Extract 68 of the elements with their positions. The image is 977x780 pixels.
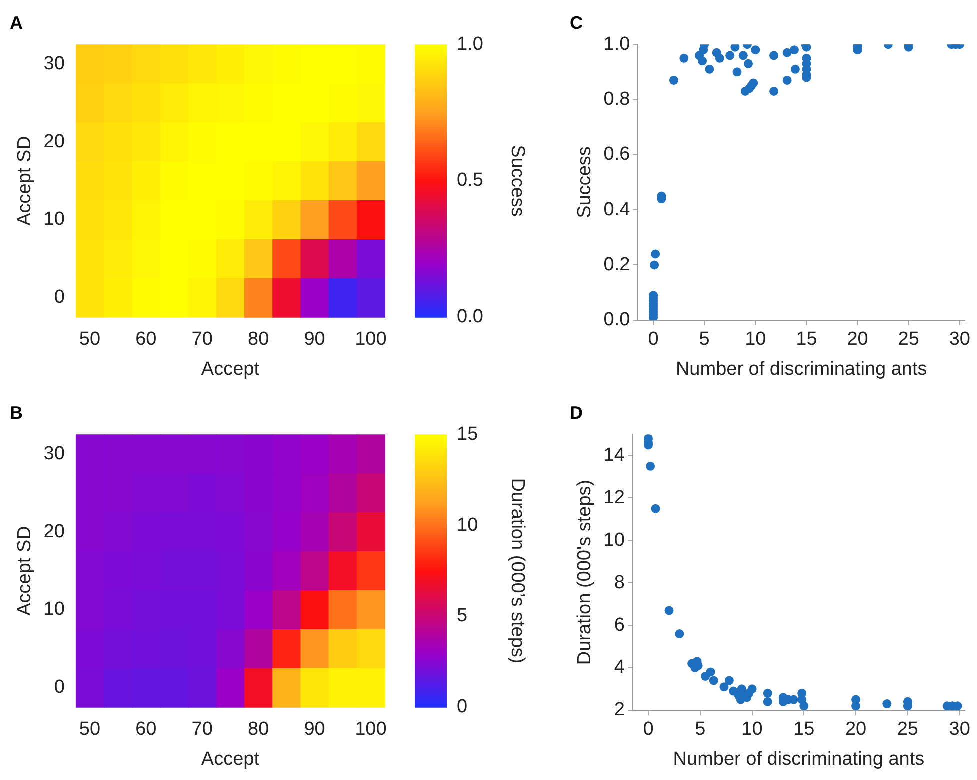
x-axis-title: Number of discriminating ants: [676, 358, 928, 380]
y-tick-label: 0: [54, 287, 65, 308]
y-tick-label: 10: [44, 599, 65, 620]
x-tick-label: 70: [192, 329, 213, 350]
x-tick-label: 100: [355, 329, 387, 350]
y-tick-label: 0.6: [604, 144, 630, 166]
y-axis-title: Success: [574, 146, 596, 218]
y-tick-label: 12: [604, 487, 625, 508]
y-tick-label: 10: [44, 209, 65, 230]
y-axis-title: Accept SD: [14, 136, 36, 226]
color-bar-title: Success: [506, 145, 528, 217]
y-tick-label: 4: [614, 657, 626, 678]
color-bar-label: 10: [457, 514, 478, 536]
y-tick-label: 8: [614, 572, 625, 594]
x-axis-title: Number of discriminating ants: [673, 748, 925, 770]
x-tick-label: 0: [643, 719, 654, 740]
y-tick-label: 0.2: [604, 254, 630, 276]
y-tick-label: 2: [614, 700, 625, 721]
y-tick-label: 0.4: [604, 199, 631, 220]
x-tick-label: 80: [248, 719, 270, 740]
x-tick-label: 80: [248, 329, 270, 350]
y-tick-label: 30: [44, 53, 65, 74]
x-tick-label: 20: [845, 719, 867, 740]
x-tick-label: 90: [304, 329, 326, 350]
x-tick-label: 10: [745, 329, 766, 350]
y-axis-title: Accept SD: [14, 526, 36, 616]
x-tick-label: 15: [796, 329, 818, 350]
y-tick-label: 10: [604, 530, 625, 551]
x-tick-label: 30: [949, 719, 970, 740]
x-axis-title: Accept: [201, 358, 260, 380]
y-tick-label: 30: [44, 443, 65, 464]
chart-title: A: [10, 12, 23, 33]
color-bar-label: 0.0: [457, 306, 484, 328]
x-tick-label: 30: [949, 329, 970, 350]
x-tick-label: 60: [136, 719, 157, 740]
chart-title: D: [570, 402, 583, 423]
y-tick-label: 1.0: [604, 34, 630, 55]
y-tick-label: 20: [44, 131, 65, 152]
x-tick-label: 20: [847, 329, 868, 350]
x-tick-label: 70: [192, 719, 213, 740]
x-tick-label: 10: [742, 719, 763, 740]
x-tick-label: 100: [355, 719, 387, 740]
x-tick-label: 60: [136, 329, 157, 350]
color-bar-label: 0: [457, 696, 468, 718]
color-bar-label: 0.5: [457, 170, 484, 192]
x-tick-label: 0: [648, 329, 659, 350]
y-tick-label: 14: [604, 445, 626, 466]
x-tick-label: 90: [304, 719, 326, 740]
x-tick-label: 25: [897, 719, 918, 740]
y-tick-label: 6: [614, 614, 625, 636]
x-axis-title: Accept: [201, 748, 260, 770]
color-bar-label: 5: [457, 606, 468, 627]
color-bar-title: Duration (000’s steps): [506, 478, 528, 664]
y-tick-label: 0.8: [604, 88, 630, 110]
x-tick-label: 50: [79, 329, 101, 350]
y-tick-label: 0.0: [604, 310, 630, 331]
x-tick-label: 50: [79, 719, 101, 740]
x-tick-label: 5: [699, 329, 710, 350]
color-bar-label: 1.0: [457, 34, 484, 55]
y-axis-title: Duration (000's steps): [574, 480, 596, 666]
x-tick-label: 15: [794, 719, 815, 740]
y-tick-label: 20: [44, 521, 65, 542]
color-bar-label: 15: [457, 424, 478, 445]
y-tick-label: 0: [54, 677, 65, 698]
chart-title: B: [10, 402, 23, 423]
x-tick-label: 5: [695, 719, 706, 740]
x-tick-label: 25: [898, 329, 920, 350]
chart-title: C: [570, 12, 583, 33]
